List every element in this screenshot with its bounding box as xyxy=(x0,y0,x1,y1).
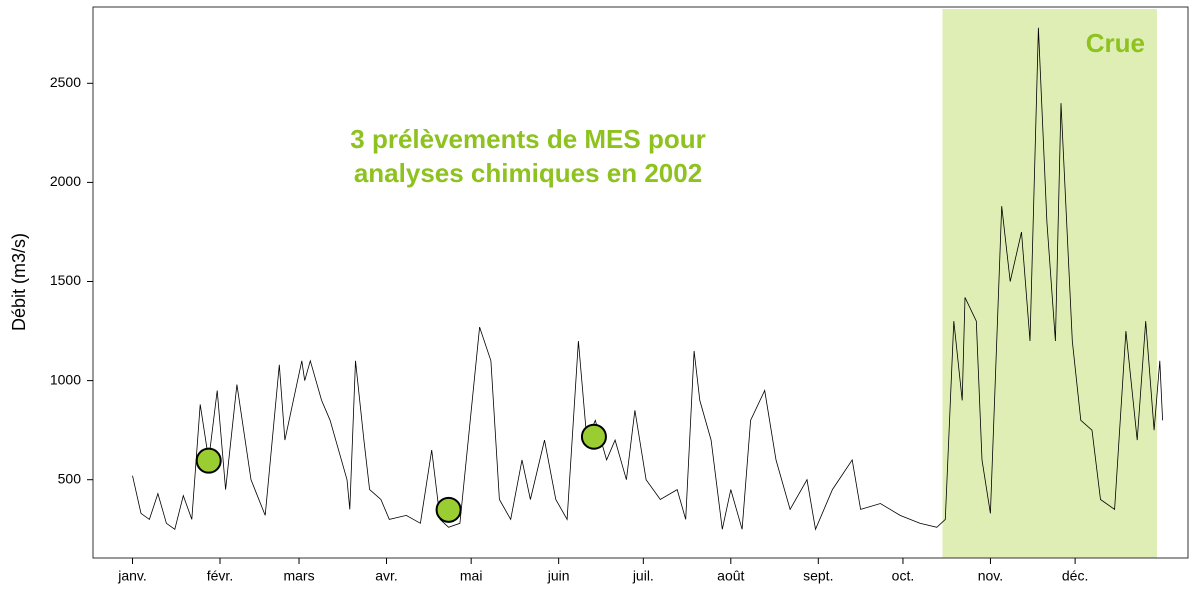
x-tick-label: juil. xyxy=(632,568,654,584)
x-tick-label: déc. xyxy=(1062,568,1088,584)
annotation: analyses chimiques en 2002 xyxy=(354,158,702,188)
x-tick-label: juin xyxy=(547,568,570,584)
y-tick-label: 1500 xyxy=(50,272,81,288)
x-tick-label: nov. xyxy=(978,568,1003,584)
plot-frame xyxy=(92,6,1189,559)
x-tick-label: janv. xyxy=(117,568,147,584)
x-tick-label: mai xyxy=(460,568,483,584)
y-tick-label: 2500 xyxy=(50,74,81,90)
x-tick-label: mars xyxy=(283,568,314,584)
y-tick-label: 500 xyxy=(58,470,82,486)
x-tick-label: oct. xyxy=(892,568,915,584)
y-tick-label: 1000 xyxy=(50,371,81,387)
y-tick-label: 2000 xyxy=(50,173,81,189)
y-axis-label: Débit (m3/s) xyxy=(9,233,29,331)
x-tick-label: avr. xyxy=(375,568,398,584)
sample-marker xyxy=(435,496,462,523)
x-tick-label: sept. xyxy=(803,568,833,584)
flow-line xyxy=(132,27,1163,531)
x-tick-label: févr. xyxy=(207,568,233,584)
x-tick-label: août xyxy=(717,568,744,584)
sample-marker xyxy=(580,423,607,450)
sample-marker xyxy=(195,447,222,474)
region-label: Crue xyxy=(1086,28,1145,58)
shaded-region xyxy=(942,9,1157,558)
annotation: 3 prélèvements de MES pour xyxy=(350,124,705,154)
